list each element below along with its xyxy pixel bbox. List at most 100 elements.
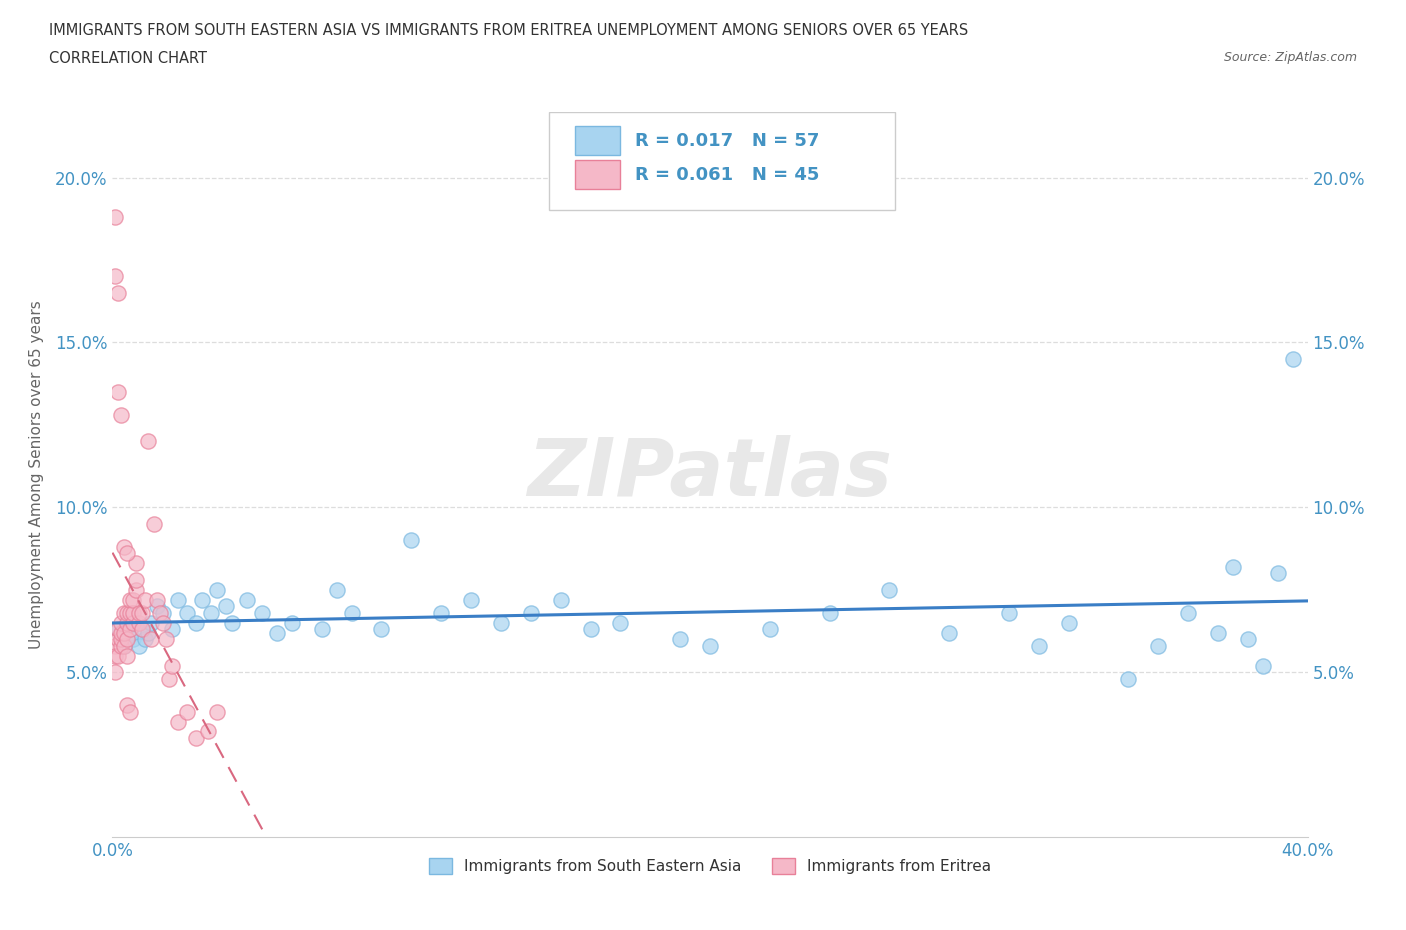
Text: IMMIGRANTS FROM SOUTH EASTERN ASIA VS IMMIGRANTS FROM ERITREA UNEMPLOYMENT AMONG: IMMIGRANTS FROM SOUTH EASTERN ASIA VS IM… (49, 23, 969, 38)
Point (107, 384, 129, 399)
Point (1206, 625, 1229, 640)
Point (669, 631, 692, 646)
Point (128, 616, 150, 631)
Point (152, 605, 174, 620)
Point (110, 631, 132, 646)
Point (107, 622, 129, 637)
Point (114, 638, 135, 653)
Point (131, 622, 153, 637)
Point (117, 546, 139, 561)
FancyBboxPatch shape (548, 112, 896, 209)
FancyBboxPatch shape (575, 160, 620, 189)
Point (120, 605, 142, 620)
Point (609, 616, 631, 631)
Point (104, 638, 127, 653)
Point (120, 622, 142, 637)
Point (879, 582, 901, 597)
Point (120, 592, 142, 607)
Point (162, 622, 183, 637)
Point (131, 622, 153, 637)
Point (155, 631, 177, 646)
Point (120, 625, 142, 640)
Point (520, 605, 543, 620)
Point (1028, 638, 1050, 653)
Text: R = 0.017   N = 57: R = 0.017 N = 57 (634, 132, 820, 150)
Point (107, 631, 129, 646)
Point (1267, 565, 1289, 580)
Point (759, 622, 782, 637)
Text: Source: ZipAtlas.com: Source: ZipAtlas.com (1223, 51, 1357, 64)
Point (120, 704, 142, 719)
Point (191, 592, 214, 607)
Point (114, 638, 135, 653)
Point (550, 592, 572, 607)
Point (114, 539, 135, 554)
Point (125, 616, 148, 631)
Point (104, 209, 127, 224)
Point (311, 622, 333, 637)
Point (104, 665, 127, 680)
FancyBboxPatch shape (575, 126, 620, 155)
Point (134, 631, 156, 646)
Point (401, 533, 423, 548)
Point (1251, 658, 1274, 673)
Point (176, 704, 198, 719)
Point (143, 516, 166, 531)
Point (122, 631, 145, 646)
Point (149, 605, 172, 620)
Point (266, 625, 288, 640)
Point (122, 592, 145, 607)
Point (167, 714, 190, 729)
Point (138, 625, 160, 640)
Point (699, 638, 721, 653)
Point (197, 724, 219, 739)
Point (579, 622, 602, 637)
Point (110, 631, 132, 646)
Point (104, 269, 127, 284)
Point (146, 592, 169, 607)
Point (117, 698, 139, 712)
Point (340, 605, 363, 620)
Point (117, 631, 139, 646)
Point (281, 616, 304, 631)
Point (162, 658, 183, 673)
Point (236, 592, 259, 607)
Text: ZIPatlas: ZIPatlas (527, 435, 893, 513)
Point (110, 638, 132, 653)
Point (141, 631, 163, 646)
Point (125, 556, 148, 571)
Point (818, 605, 841, 620)
Point (131, 605, 153, 620)
Point (430, 605, 453, 620)
Point (1281, 352, 1303, 366)
Point (141, 616, 163, 631)
Point (1177, 605, 1199, 620)
Point (107, 622, 129, 637)
Point (938, 625, 960, 640)
Point (167, 592, 190, 607)
Text: R = 0.061   N = 45: R = 0.061 N = 45 (634, 166, 820, 184)
Point (110, 625, 132, 640)
Point (117, 616, 139, 631)
Point (122, 616, 145, 631)
Point (1147, 638, 1170, 653)
Point (138, 434, 160, 449)
Point (125, 582, 148, 597)
Point (114, 605, 135, 620)
Point (117, 648, 139, 663)
Point (128, 605, 150, 620)
Point (205, 704, 228, 719)
Point (1057, 616, 1080, 631)
Point (370, 622, 392, 637)
Point (186, 616, 208, 631)
Point (221, 616, 243, 631)
Point (152, 616, 174, 631)
Point (325, 582, 347, 597)
Point (117, 616, 139, 631)
Point (250, 605, 273, 620)
Point (122, 605, 145, 620)
Legend: Immigrants from South Eastern Asia, Immigrants from Eritrea: Immigrants from South Eastern Asia, Immi… (423, 852, 997, 880)
Point (157, 671, 180, 686)
Point (1237, 631, 1260, 646)
Point (460, 592, 482, 607)
